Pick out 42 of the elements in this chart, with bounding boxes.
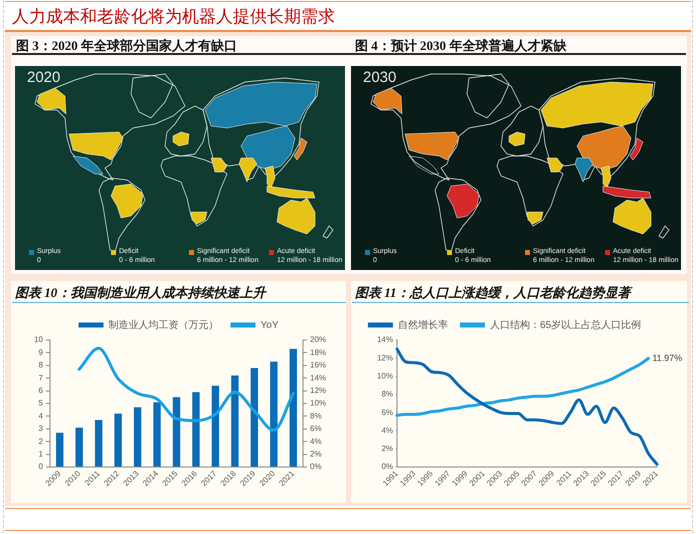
y2-tick-label: 14%: [310, 373, 326, 382]
text: 2030: [363, 69, 396, 86]
y-tick-label: 0: [38, 462, 44, 472]
legend-label: YoY: [260, 320, 279, 331]
y-tick-label: 5: [38, 398, 44, 408]
legend-label: 制造业人均工资（万元）: [108, 318, 219, 331]
y-tick-label: 4%: [381, 426, 393, 435]
y-tick-label: 7: [38, 373, 44, 382]
y-tick-label: 10: [34, 335, 44, 344]
y-tick-label: 14%: [376, 335, 393, 344]
y-tick-label: 3: [38, 424, 44, 434]
y2-tick-label: 16%: [310, 360, 326, 370]
text: 2020: [27, 69, 60, 86]
y-tick-label: 9: [38, 348, 44, 357]
y2-tick-label: 10%: [310, 398, 326, 408]
text: 人力成本和老龄化将为机器人提供长期需求: [12, 7, 335, 27]
y2-tick-label: 0%: [310, 462, 322, 472]
legend-label: 自然增长率: [398, 318, 448, 331]
y-tick-label: 2: [38, 436, 44, 446]
chart-title: 图表 11：总人口上涨趋缓，人口老龄化趋势显著: [352, 285, 689, 303]
y-tick-label: 10%: [376, 371, 393, 380]
chart-title: 图表 10：我国制造业用人成本持续快速上升: [12, 285, 346, 303]
y-tick-label: 4: [38, 411, 44, 420]
y-tick-label: 1: [38, 450, 44, 459]
text: 图 3：2020 年全球部分国家人才有缺口: [12, 36, 351, 55]
y-tick-label: 6: [38, 386, 44, 396]
y2-tick-label: 2%: [310, 450, 322, 459]
y-tick-label: 6%: [381, 408, 393, 417]
legend-label: 人口结构：65岁以上占总人口比例: [490, 318, 642, 331]
y2-tick-label: 12%: [310, 386, 326, 396]
y2-tick-label: 4%: [310, 436, 322, 446]
data-label: 11.97%: [652, 352, 682, 363]
text: 图 4：预计 2030 年全球普遍人才紧缺: [351, 36, 686, 55]
y2-tick-label: 6%: [310, 424, 322, 434]
y-tick-label: 8%: [381, 390, 393, 399]
y2-tick-label: 18%: [310, 348, 326, 357]
y2-tick-label: 20%: [310, 335, 326, 344]
y-tick-label: 2%: [381, 444, 393, 454]
y2-tick-label: 8%: [310, 411, 322, 420]
y-tick-label: 12%: [376, 353, 393, 362]
y-tick-label: 0%: [381, 462, 393, 472]
y-tick-label: 8: [38, 360, 44, 370]
